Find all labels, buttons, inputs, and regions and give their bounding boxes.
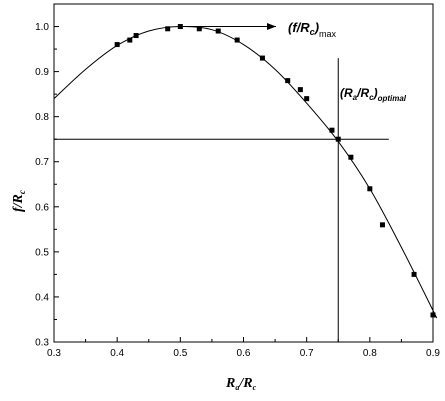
- x-tick-label: 0.9: [426, 348, 440, 359]
- max-annotation-subscript: max: [319, 29, 337, 39]
- data-point: [285, 78, 291, 84]
- data-point: [259, 55, 265, 61]
- data-point: [348, 154, 354, 160]
- optimal-annotation-sub2: c: [369, 93, 374, 102]
- y-tick-label: 1.0: [35, 22, 49, 33]
- optimal-annotation-sub1: a: [353, 93, 358, 102]
- y-tick-label: 0.7: [35, 157, 49, 168]
- x-axis-title-sub2: c: [253, 383, 257, 392]
- optimal-annotation-subscript: optimal: [378, 94, 407, 103]
- optimal-annotation-open: (R: [340, 86, 353, 100]
- optimal-annotation-close: ): [372, 86, 378, 100]
- x-tick-label: 0.6: [237, 348, 251, 359]
- y-tick-label: 0.6: [35, 202, 49, 213]
- data-point: [411, 271, 417, 277]
- data-point: [304, 96, 310, 102]
- max-annotation-close: ): [313, 20, 319, 35]
- reference-lines: [54, 58, 389, 342]
- y-tick-label: 0.4: [35, 292, 49, 303]
- max-annotation-open: (f/R: [288, 20, 310, 35]
- data-point: [379, 222, 385, 228]
- optimal-annotation: (Ra/Rc)optimal: [340, 86, 407, 103]
- data-point: [335, 136, 341, 142]
- data-point: [196, 26, 202, 32]
- x-axis-title-sub1: a: [235, 383, 239, 392]
- data-point: [430, 312, 436, 318]
- data-point: [127, 37, 133, 43]
- y-tick-label: 0.3: [35, 338, 49, 349]
- y-tick-label: 0.5: [35, 247, 49, 258]
- x-axis-title-slash: /R: [238, 376, 252, 391]
- x-tick-label: 0.5: [173, 348, 187, 359]
- y-axis-title-sub: c: [17, 190, 27, 194]
- x-tick-label: 0.7: [300, 348, 314, 359]
- data-point: [234, 37, 240, 43]
- max-arrow: [180, 23, 276, 31]
- data-point: [165, 26, 171, 32]
- x-tick-label: 0.4: [110, 348, 124, 359]
- data-point: [367, 186, 373, 192]
- max-arrow-head: [267, 23, 276, 31]
- x-axis-title-main: R: [225, 376, 235, 391]
- x-tick-label: 0.3: [47, 348, 61, 359]
- data-point: [133, 33, 139, 39]
- data-point: [114, 42, 120, 48]
- y-tick-label: 0.9: [35, 67, 49, 78]
- data-point: [297, 87, 303, 93]
- y-axis-title: f/Rc: [11, 190, 27, 212]
- max-annotation-sub: c: [310, 27, 315, 37]
- y-axis-tick-labels: 0.3 0.4 0.5 0.6 0.7 0.8 0.9 1.0: [35, 22, 49, 348]
- y-tick-label: 0.8: [35, 112, 49, 123]
- data-point: [215, 28, 221, 34]
- optimal-annotation-mid: /R: [356, 86, 369, 100]
- x-axis-title: Ra/Rc: [225, 376, 257, 392]
- max-annotation: (f/Rc)max: [288, 20, 337, 39]
- x-tick-label: 0.8: [363, 348, 377, 359]
- x-axis-tick-labels: 0.3 0.4 0.5 0.6 0.7 0.8 0.9: [47, 348, 440, 359]
- plot-area: [53, 3, 434, 343]
- data-point: [329, 127, 335, 133]
- y-axis-title-main: f/R: [11, 194, 26, 212]
